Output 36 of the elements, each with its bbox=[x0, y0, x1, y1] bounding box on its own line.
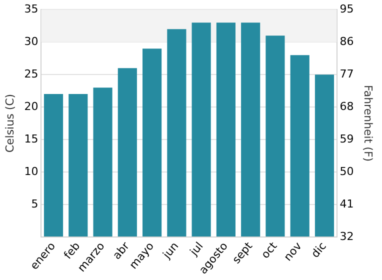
y-tick-label: 35 bbox=[24, 2, 38, 16]
y2-tick-label: 68 bbox=[340, 100, 354, 113]
bar bbox=[167, 29, 186, 236]
y-tick-label: 20 bbox=[24, 100, 38, 113]
y2-tick-label: 86 bbox=[340, 34, 354, 48]
y-tick-label: 25 bbox=[24, 67, 38, 80]
bar bbox=[118, 68, 137, 236]
y2-axis-title: Fahrenheit (F) bbox=[362, 85, 375, 162]
x-tick-label: jul bbox=[186, 240, 206, 259]
bar bbox=[68, 94, 88, 236]
x-tick-label: jun bbox=[160, 240, 182, 262]
y2-tick-label: 50 bbox=[340, 164, 354, 178]
y2-tick-label: 41 bbox=[340, 197, 354, 210]
x-tick-label: nov bbox=[281, 239, 305, 264]
bar bbox=[93, 88, 112, 236]
y-tick-label: 10 bbox=[24, 164, 38, 178]
y2-tick-label: 32 bbox=[340, 230, 354, 243]
y-tick-label: 15 bbox=[24, 132, 38, 146]
bar bbox=[241, 22, 260, 236]
y2-tick-label: 95 bbox=[340, 2, 354, 16]
bar bbox=[44, 94, 64, 236]
y2-tick-label: 77 bbox=[340, 67, 354, 80]
x-tick-label: abr bbox=[110, 239, 132, 262]
bar bbox=[142, 48, 162, 236]
bar bbox=[216, 22, 236, 236]
y-tick-label: 5 bbox=[31, 197, 38, 210]
bar bbox=[266, 36, 285, 236]
x-tick-label: dic bbox=[308, 240, 329, 260]
y-axis-title: Celsius (C) bbox=[3, 94, 16, 153]
y2-tick-label: 59 bbox=[340, 132, 354, 146]
x-tick-label: oct bbox=[258, 239, 280, 262]
bar bbox=[290, 55, 310, 236]
y-tick-label: 30 bbox=[24, 34, 38, 48]
x-tick-label: feb bbox=[61, 240, 83, 262]
bar bbox=[314, 74, 334, 236]
bar bbox=[192, 22, 211, 236]
